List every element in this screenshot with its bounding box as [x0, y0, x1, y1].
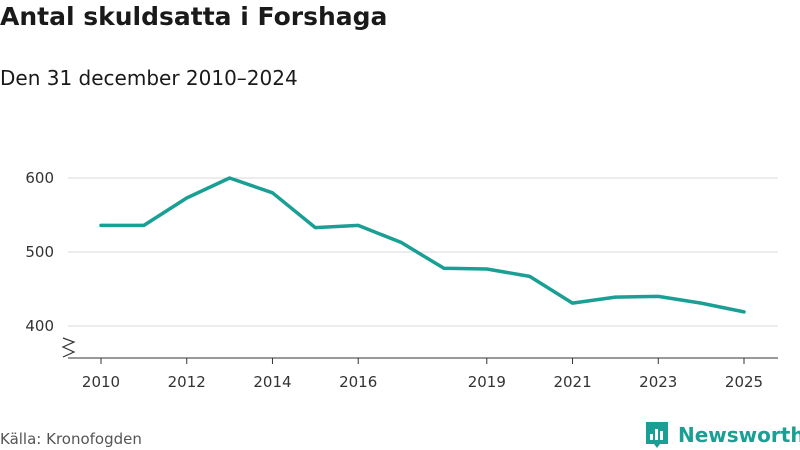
data-point [485, 268, 488, 271]
x-tick-label: 2025 [725, 373, 763, 391]
source-note: Källa: Kronofogden [0, 430, 142, 448]
x-tick-label: 2021 [553, 373, 591, 391]
y-tick-label: 500 [25, 243, 54, 261]
data-point [142, 224, 145, 227]
chart-title: Antal skuldsatta i Forshaga [0, 2, 388, 31]
x-tick-label: 2016 [339, 373, 377, 391]
x-tick-label: 2010 [82, 373, 120, 391]
grid-layer [68, 177, 778, 327]
data-point [400, 241, 403, 244]
x-tick-label: 2014 [253, 373, 291, 391]
data-point [228, 177, 231, 180]
data-point [614, 296, 617, 299]
data-point [271, 191, 274, 194]
data-point [442, 267, 445, 270]
data-point [571, 302, 574, 305]
y-tick-label: 400 [25, 317, 54, 335]
series-line-0 [99, 176, 746, 314]
data-point [657, 295, 660, 298]
line-chart: 400 500 600 2010 2012 2014 2016 2019 2021 2023 202… [25, 169, 778, 391]
data-point [314, 226, 317, 229]
data-point [100, 224, 103, 227]
brand-logo: Newsworthy [644, 420, 800, 450]
chart-subtitle: Den 31 december 2010–2024 [0, 66, 298, 90]
data-point [528, 275, 531, 278]
x-tick-label: 2023 [639, 373, 677, 391]
x-tick-label: 2012 [168, 373, 206, 391]
axis-layer: 400 500 600 2010 2012 2014 2016 2019 2021 2023 202… [25, 169, 778, 391]
data-point [357, 224, 360, 227]
brand-name: Newsworthy [678, 423, 800, 447]
data-point [743, 310, 746, 313]
y-tick-label: 600 [25, 169, 54, 187]
data-point [700, 302, 703, 305]
axis-break-icon [61, 337, 76, 358]
data-point [185, 196, 188, 199]
x-tick-label: 2019 [468, 373, 506, 391]
series-layer [99, 176, 746, 314]
bar-chart-icon [646, 422, 668, 448]
